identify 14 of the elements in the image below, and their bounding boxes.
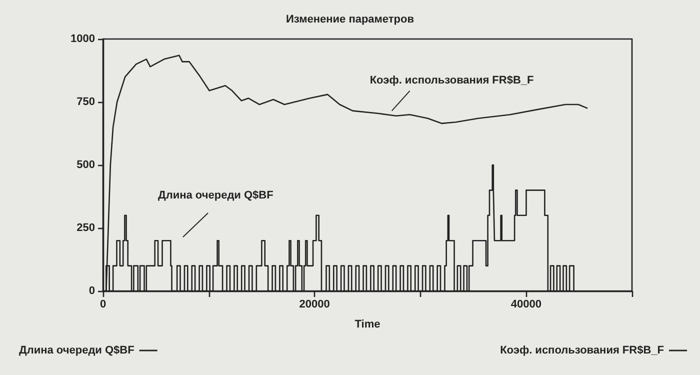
y-tick-label: 750 <box>76 96 95 108</box>
x-tick-label: 0 <box>100 298 106 310</box>
x-tick-label: 20000 <box>299 298 330 310</box>
annotation: Длина очереди Q$BF <box>158 190 274 202</box>
legend-label: Длина очереди Q$BF <box>19 344 135 356</box>
y-tick-label: 1000 <box>70 33 95 45</box>
annotation: Коэф. использования FR$B_F <box>370 74 534 86</box>
chart-title: Изменение параметров <box>286 14 414 26</box>
x-axis-title: Time <box>354 318 380 330</box>
y-tick-label: 250 <box>76 222 95 234</box>
legend-label: Коэф. использования FR$B_F <box>500 344 664 356</box>
y-tick-label: 500 <box>76 159 95 171</box>
y-tick-label: 0 <box>88 285 95 297</box>
x-tick-label: 40000 <box>510 298 542 310</box>
